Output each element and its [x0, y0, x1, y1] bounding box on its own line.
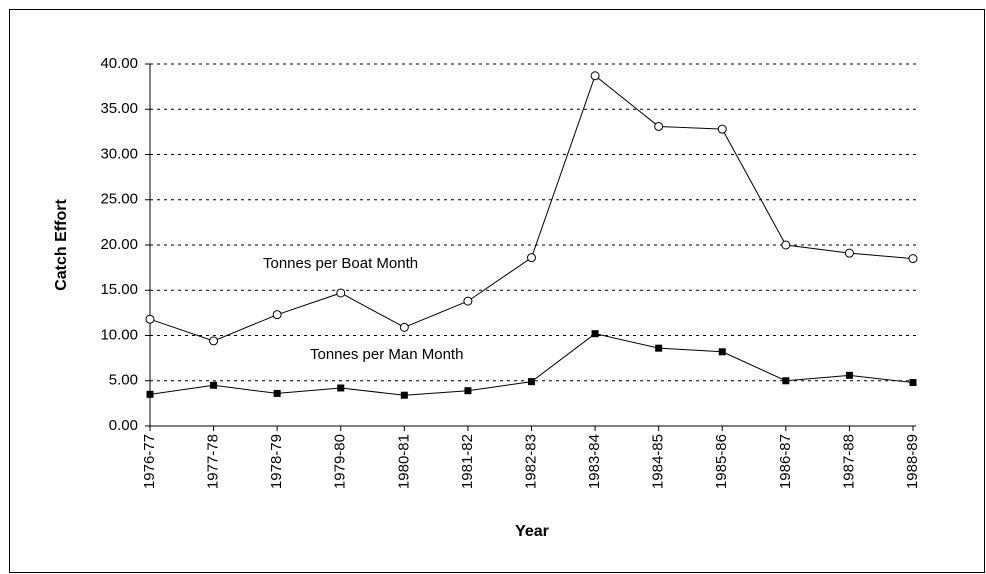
point-marker [145, 314, 155, 324]
x-tick-label: 1988-89 [904, 434, 921, 489]
y-tick-label: 35.00 [100, 100, 138, 117]
point-marker [590, 71, 600, 81]
x-tick-label: 1986-87 [777, 434, 794, 489]
series-label: Tonnes per Boat Month [263, 255, 418, 272]
point-marker [337, 384, 345, 392]
y-tick-label: 15.00 [100, 281, 138, 298]
y-tick-label: 20.00 [100, 236, 138, 253]
x-tick-label: 1982-83 [522, 434, 539, 489]
series-line [149, 74, 914, 342]
point-marker [845, 371, 853, 379]
point-marker [591, 330, 599, 338]
x-tick-label: 1979-80 [332, 434, 349, 489]
point-marker [399, 322, 409, 332]
point-marker [209, 336, 219, 346]
x-tick-label: 1978-79 [268, 434, 285, 489]
y-tick-label: 10.00 [100, 326, 138, 343]
point-marker [654, 121, 664, 131]
point-marker [655, 344, 663, 352]
point-marker [528, 378, 535, 386]
point-marker [717, 124, 727, 134]
x-tick-label: 1976-77 [141, 434, 158, 489]
point-marker [718, 348, 726, 356]
x-tick-label: 1980-81 [395, 434, 412, 489]
y-tick-label: 25.00 [100, 191, 138, 208]
series-line [149, 333, 914, 396]
y-tick-label: 30.00 [100, 145, 138, 162]
chart-border [9, 9, 985, 573]
point-marker [909, 379, 917, 387]
y-tick-label: 5.00 [109, 372, 138, 389]
x-tick-label: 1977-78 [205, 434, 222, 489]
x-tick-label: 1987-88 [840, 434, 857, 489]
x-tick-label: 1981-82 [459, 434, 476, 489]
series-label: Tonnes per Man Month [310, 346, 463, 363]
point-marker [400, 391, 408, 399]
x-tick-label: 1983-84 [586, 434, 603, 489]
point-marker [464, 387, 472, 395]
point-marker [908, 254, 918, 264]
y-tick-label: 0.00 [109, 417, 138, 434]
point-marker [272, 310, 282, 320]
point-marker [844, 248, 854, 258]
point-marker [210, 381, 218, 389]
point-marker [781, 240, 791, 250]
point-marker [782, 377, 790, 385]
x-tick-label: 1984-85 [650, 434, 667, 489]
point-marker [527, 253, 536, 263]
y-tick-label: 40.00 [100, 55, 138, 72]
x-axis-title: Year [515, 523, 549, 540]
point-marker [273, 389, 281, 397]
point-marker [146, 390, 154, 398]
x-tick-label: 1985-86 [713, 434, 730, 489]
point-marker [463, 296, 473, 306]
point-marker [336, 288, 346, 298]
y-axis-title: Catch Effort [53, 199, 70, 291]
